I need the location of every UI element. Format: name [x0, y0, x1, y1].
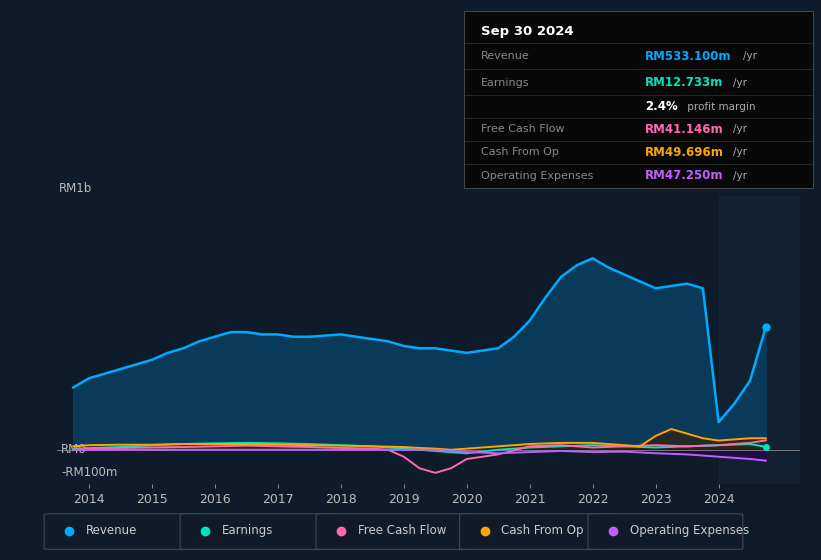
- Text: Operating Expenses: Operating Expenses: [481, 171, 594, 181]
- FancyBboxPatch shape: [460, 514, 614, 549]
- Text: Cash From Op: Cash From Op: [481, 147, 559, 157]
- FancyBboxPatch shape: [316, 514, 471, 549]
- Text: /yr: /yr: [733, 171, 747, 181]
- Text: /yr: /yr: [733, 124, 747, 134]
- Text: RM12.733m: RM12.733m: [645, 76, 723, 89]
- Text: 2.4%: 2.4%: [645, 100, 678, 113]
- Text: RM0: RM0: [62, 444, 87, 456]
- Text: Sep 30 2024: Sep 30 2024: [481, 25, 574, 38]
- FancyBboxPatch shape: [180, 514, 335, 549]
- Text: RM533.100m: RM533.100m: [645, 50, 732, 63]
- Text: Free Cash Flow: Free Cash Flow: [481, 124, 565, 134]
- Text: -RM100m: -RM100m: [62, 466, 117, 479]
- Text: /yr: /yr: [733, 78, 747, 88]
- Text: Revenue: Revenue: [85, 524, 137, 537]
- Text: Free Cash Flow: Free Cash Flow: [358, 524, 446, 537]
- FancyBboxPatch shape: [588, 514, 743, 549]
- Text: Revenue: Revenue: [481, 51, 530, 61]
- Text: profit margin: profit margin: [685, 102, 756, 112]
- Text: Operating Expenses: Operating Expenses: [630, 524, 749, 537]
- Text: /yr: /yr: [743, 51, 757, 61]
- Text: Earnings: Earnings: [481, 78, 530, 88]
- Text: /yr: /yr: [733, 147, 747, 157]
- FancyBboxPatch shape: [44, 514, 199, 549]
- Text: RM47.250m: RM47.250m: [645, 169, 724, 182]
- Text: RM41.146m: RM41.146m: [645, 123, 724, 136]
- Text: RM49.696m: RM49.696m: [645, 146, 724, 159]
- Text: Earnings: Earnings: [222, 524, 273, 537]
- Text: Cash From Op: Cash From Op: [501, 524, 584, 537]
- Bar: [718, 196, 800, 484]
- Text: RM1b: RM1b: [59, 182, 92, 195]
